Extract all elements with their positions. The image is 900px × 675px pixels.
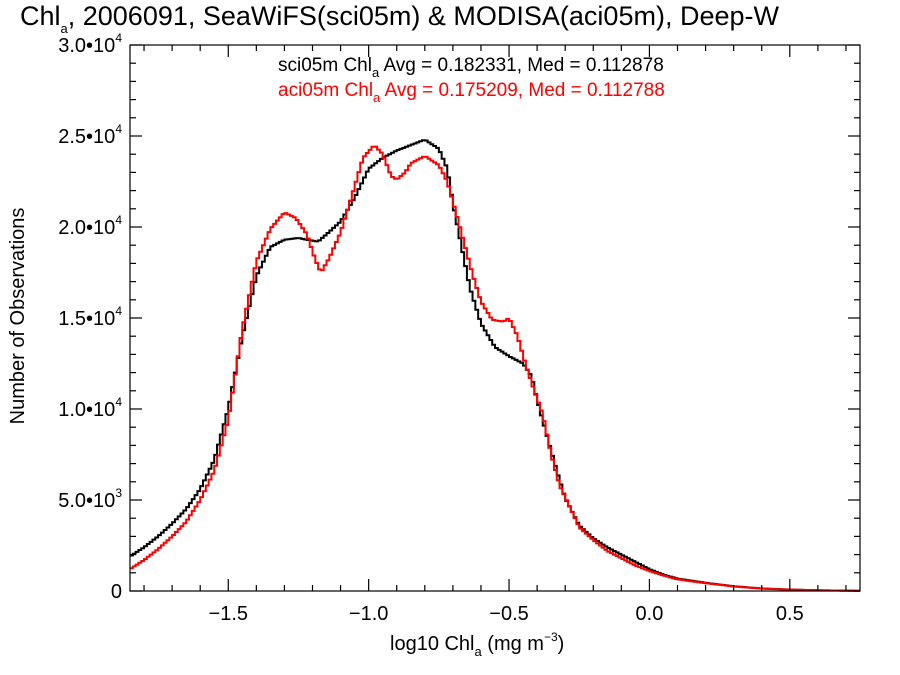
title-chl-subscript: a [61, 21, 69, 36]
x-axis-label-prefix: log10 Chl [390, 633, 475, 655]
x-axis-label-subscript: a [475, 644, 483, 659]
sci05m-stats-label: sci05m Chla Avg = 0.182331, Med = 0.1128… [278, 55, 664, 80]
title-chl: Chl [20, 1, 61, 31]
aci05m-stats-values: Avg = 0.175209, Med = 0.112788 [380, 80, 665, 101]
series-layer [130, 139, 860, 592]
x-tick-label: −1.0 [349, 603, 388, 625]
sci05m-stats-subscript: a [372, 65, 380, 80]
axis-layer: −1.5 −1.0 −0.5 0.0 0.5 0 5.0•103 1.0•104 1.5•104… [58, 31, 860, 625]
x-tick-label: 0.5 [776, 603, 804, 625]
x-tick-label: −0.5 [489, 603, 528, 625]
aci05m-stats-prefix: aci05m Chl [278, 80, 373, 101]
y-tick-label: 2.0•104 [58, 213, 122, 239]
x-axis-label-units: (mg m [482, 633, 544, 655]
aci05m-stats-label: aci05m Chla Avg = 0.175209, Med = 0.1127… [278, 80, 665, 105]
sci05m-stats-values: Avg = 0.182331, Med = 0.112878 [379, 55, 664, 76]
series-line-sci05m [130, 139, 860, 592]
aci05m-stats-subscript: a [373, 90, 381, 105]
y-tick-label: 0 [111, 581, 122, 603]
x-axis-label-superscript: −3 [544, 630, 558, 644]
x-tick-label: −1.5 [209, 603, 248, 625]
y-tick-label: 1.0•104 [58, 395, 122, 421]
title-rest: , 2006091, SeaWiFS(sci05m) & MODISA(aci0… [68, 1, 780, 31]
sci05m-stats-prefix: sci05m Chl [278, 55, 372, 76]
y-tick-label: 2.5•104 [58, 122, 122, 148]
series-line-aci05m [130, 145, 860, 592]
chart-title: Chla, 2006091, SeaWiFS(sci05m) & MODISA(… [20, 1, 779, 36]
x-axis-label: log10 Chla (mg m−3) [390, 630, 564, 659]
x-axis-label-close: ) [558, 633, 565, 655]
y-axis-label: Number of Observations [7, 208, 29, 425]
y-tick-label: 1.5•104 [58, 304, 122, 330]
y-tick-label: 3.0•104 [58, 31, 122, 57]
plot-frame [129, 44, 861, 592]
y-tick-label: 5.0•103 [58, 486, 122, 512]
x-tick-label: 0.0 [636, 603, 664, 625]
